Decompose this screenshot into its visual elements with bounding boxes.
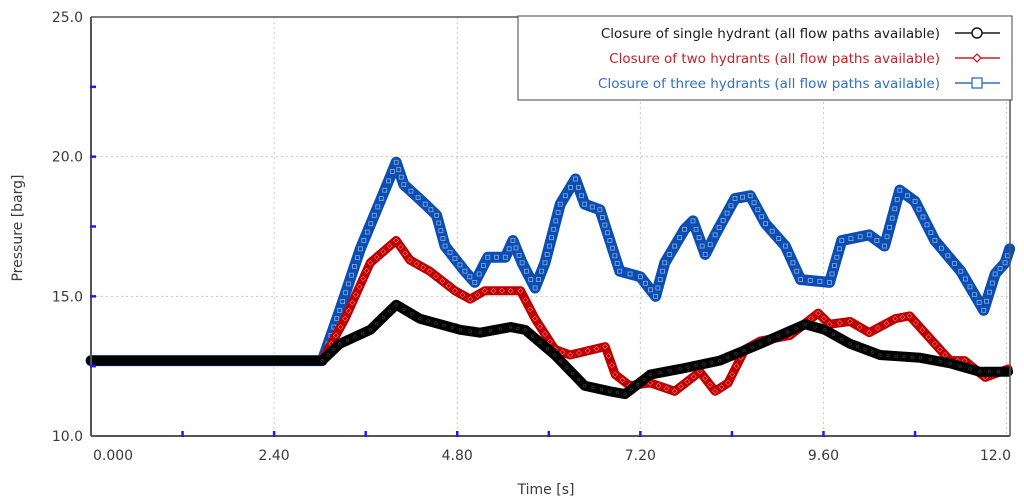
diamond-marker-icon — [972, 53, 982, 63]
x-tick-label: 4.80 — [442, 448, 473, 464]
legend-label: Closure of three hydrants (all flow path… — [598, 76, 940, 92]
x-axis-title: Time [s] — [517, 482, 575, 498]
series-markers — [319, 237, 1004, 395]
x-tick-label: 12.0 — [980, 448, 1011, 464]
grid-lines — [91, 17, 1010, 436]
legend-label: Closure of single hydrant (all flow path… — [601, 26, 940, 42]
series-line — [86, 235, 1013, 396]
series-markers — [320, 303, 1001, 396]
circle-marker-icon — [971, 27, 983, 39]
legend-item-single-hydrant: Closure of single hydrant (all flow path… — [601, 26, 1000, 42]
series-square — [85, 156, 1016, 367]
x-tick-label: 9.60 — [808, 448, 839, 464]
legend-label: Closure of two hydrants (all flow paths … — [609, 51, 940, 67]
series-line — [86, 299, 1014, 400]
y-tick-label: 10.0 — [52, 429, 83, 445]
x-tick-label: 0.000 — [93, 448, 133, 464]
y-axis-title: Pressure [barg] — [10, 174, 26, 281]
y-tick-label: 25.0 — [52, 10, 83, 26]
axis-tick-labels: 0.000 2.40 4.80 7.20 9.60 12.0 10.0 15.0 20.0 25.… — [52, 10, 1011, 464]
legend: Closure of single hydrant (all flow path… — [517, 15, 1013, 101]
x-tick-label: 2.40 — [259, 448, 290, 464]
y-tick-label: 15.0 — [52, 289, 83, 305]
series-circle — [86, 299, 1014, 400]
series-layer — [85, 156, 1016, 400]
x-tick-label: 7.20 — [625, 448, 656, 464]
y-tick-label: 20.0 — [52, 150, 83, 166]
legend-item-two-hydrants: Closure of two hydrants (all flow paths … — [609, 51, 1000, 67]
square-marker-icon — [971, 77, 983, 89]
series-markers — [319, 159, 1010, 363]
axis-ticks — [90, 85, 917, 437]
legend-box — [517, 15, 1013, 101]
legend-item-three-hydrants: Closure of three hydrants (all flow path… — [598, 76, 1000, 92]
series-diamond — [86, 235, 1013, 396]
